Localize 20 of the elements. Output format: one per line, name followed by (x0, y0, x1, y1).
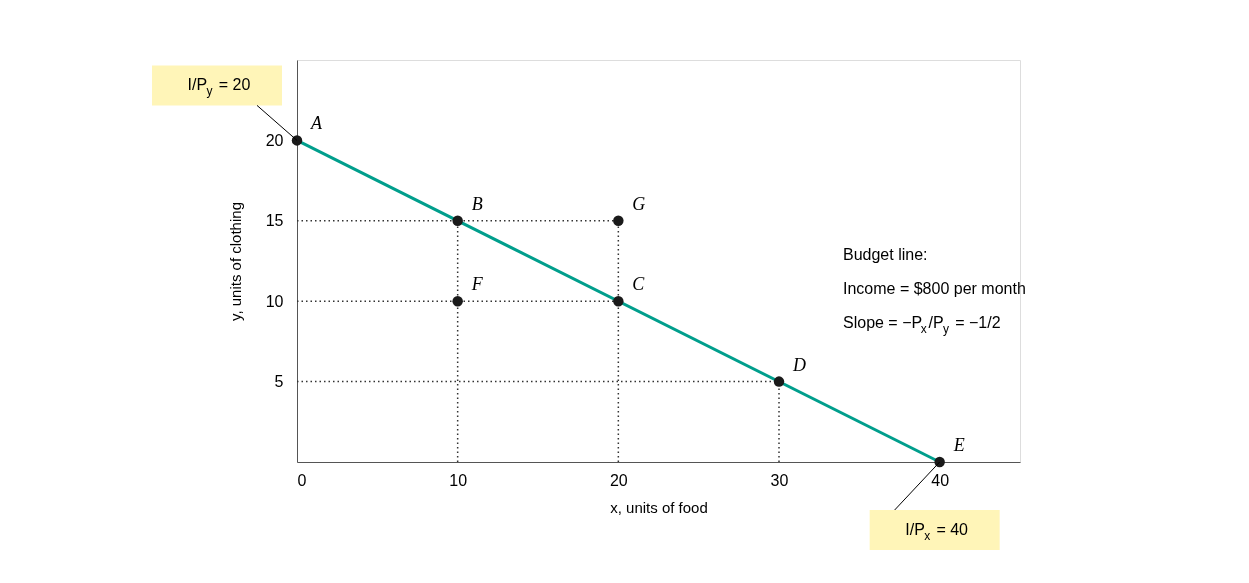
x-tick-label: 40 (931, 471, 950, 489)
annotation: G (632, 193, 646, 214)
x-tick-label: 30 (770, 471, 789, 489)
y-tick-label: 10 (265, 292, 284, 310)
annotation: Budget line: (843, 246, 928, 263)
y-tick-label: 15 (265, 212, 284, 230)
y-tick-label: 20 (265, 131, 284, 149)
x-axis-title: x, units of food (610, 498, 708, 516)
annotation: F (470, 274, 484, 295)
annotation: C (632, 274, 646, 295)
x-tick-label: 20 (609, 471, 628, 489)
x-tick-label: 0 (297, 471, 307, 489)
annotation: A (310, 113, 323, 134)
annotation: B (471, 193, 483, 214)
y-tick-label: 5 (274, 373, 284, 391)
annotation: D (792, 354, 806, 375)
x-tick-label: 10 (449, 471, 468, 489)
annotation: E (952, 435, 965, 455)
y-axis-title: y, units of clothing (226, 202, 244, 321)
annotation: Income = $800 per month (843, 280, 1026, 297)
